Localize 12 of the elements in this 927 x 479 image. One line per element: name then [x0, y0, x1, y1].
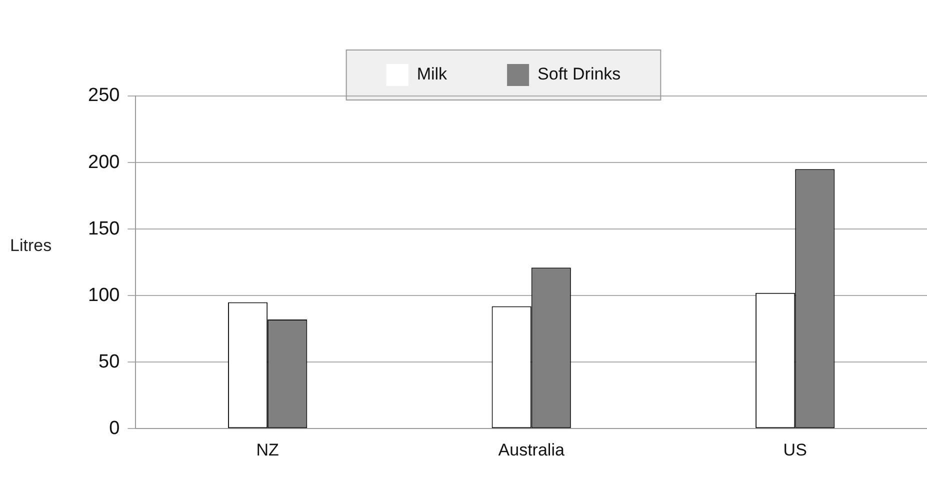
y-tick-label: 200: [88, 152, 120, 173]
legend-label: Milk: [416, 64, 448, 84]
y-tick-label: 250: [88, 85, 120, 106]
x-tick-label: Australia: [498, 440, 565, 460]
legend-label: Soft Drinks: [538, 64, 621, 84]
y-tick-label: 0: [109, 418, 120, 439]
y-tick-label: 50: [98, 351, 120, 372]
y-axis-title: Litres: [10, 236, 52, 256]
y-tick-label: 100: [88, 284, 120, 306]
x-tick-label: NZ: [256, 440, 279, 460]
y-tick-label: 150: [88, 218, 120, 240]
x-tick-label: US: [783, 440, 807, 460]
